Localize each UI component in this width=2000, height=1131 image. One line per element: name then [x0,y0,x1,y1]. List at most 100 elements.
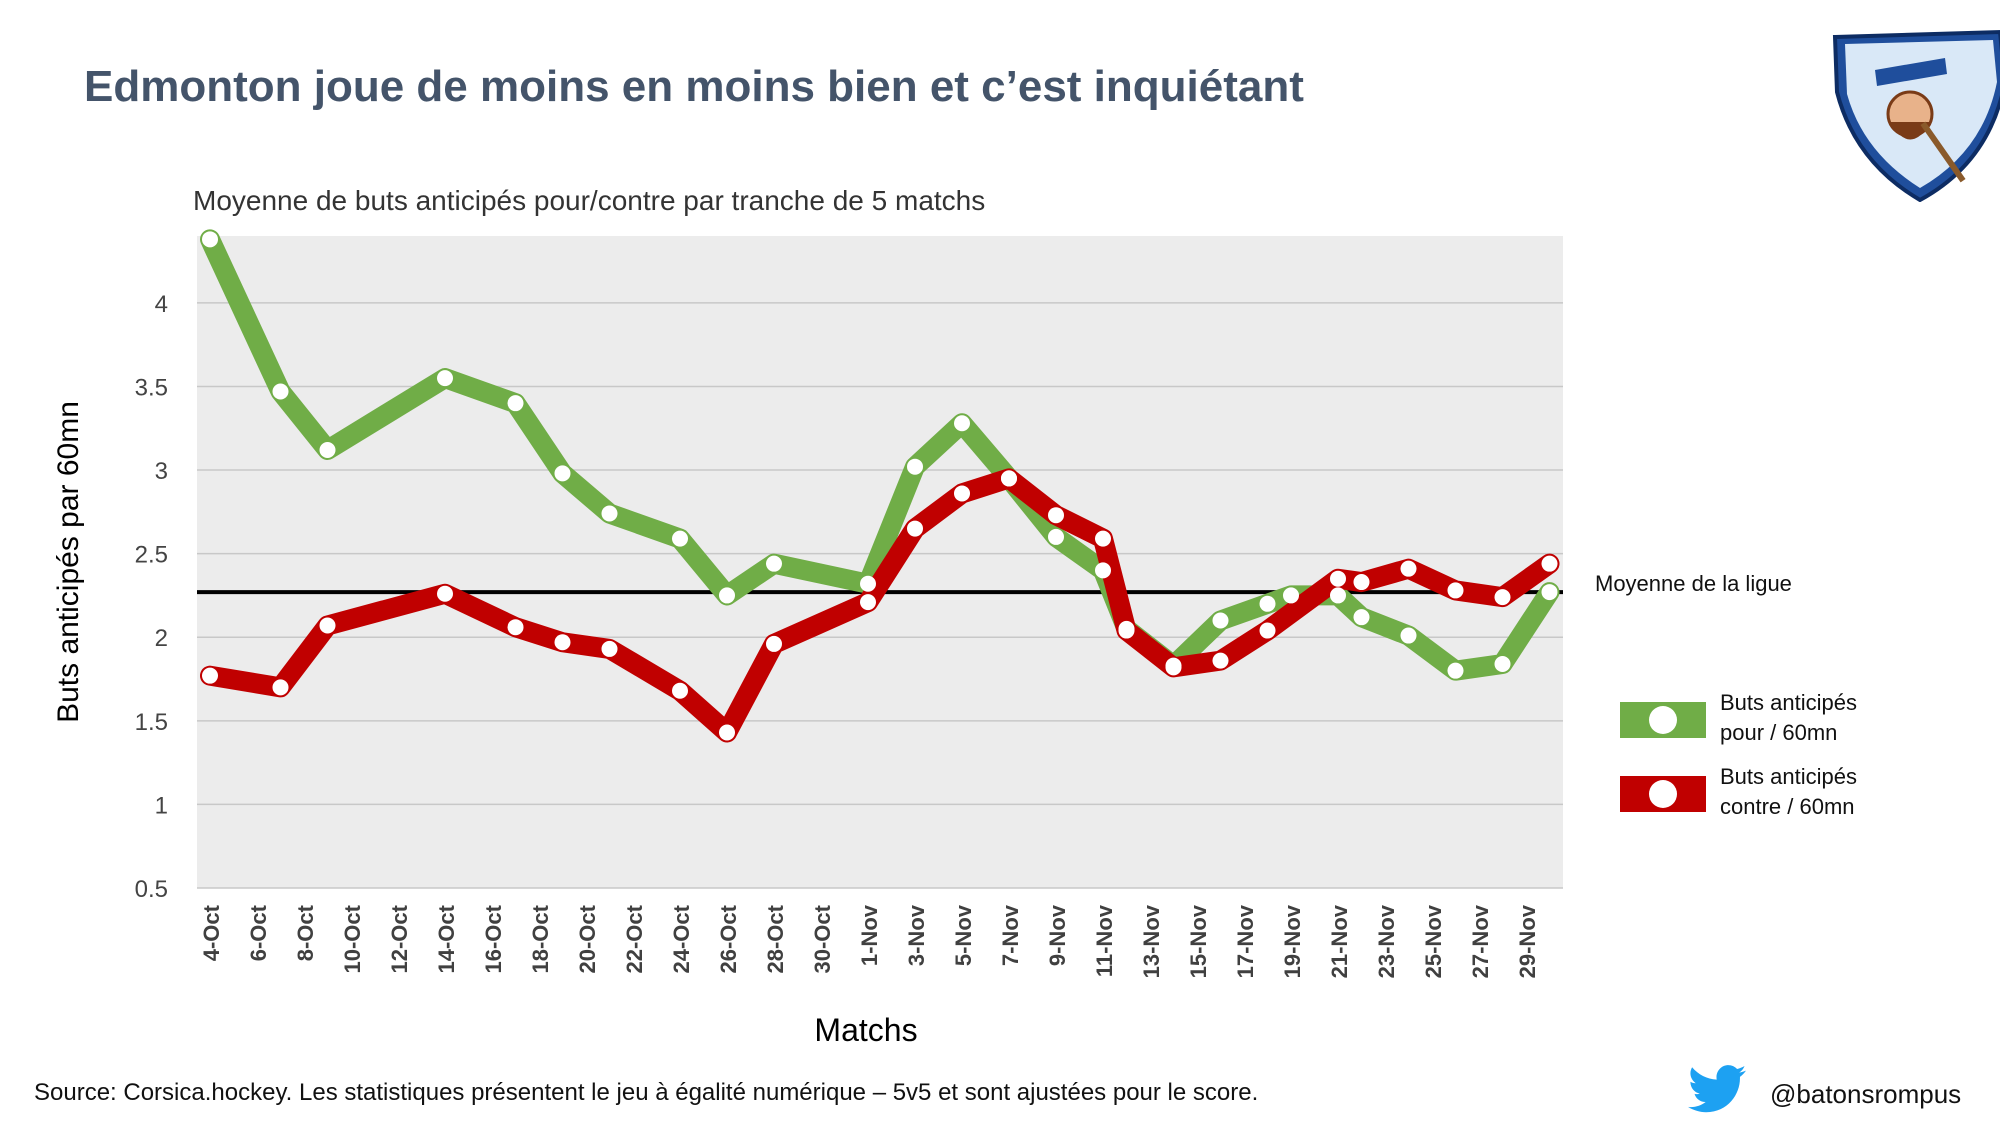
x-tick-label: 7-Nov [998,904,1023,966]
x-tick-label: 12-Oct [387,904,412,973]
data-point [1095,530,1111,547]
data-point [766,635,782,652]
hockeyarchives-logo [1832,29,2000,202]
data-point [954,485,970,502]
data-point [1494,589,1511,606]
data-point [672,530,688,547]
data-point [1095,562,1111,579]
twitter-handle: @batonsrompus [1770,1079,1962,1109]
data-point [1330,570,1346,587]
data-point [1165,659,1182,676]
league-average-label: Moyenne de la ligue [1595,571,1792,596]
gridlines [197,302,1563,889]
data-point [1048,528,1064,545]
data-point [1259,622,1276,639]
x-tick-label: 27-Nov [1468,904,1493,978]
x-tick-label: 18-Oct [528,904,553,973]
y-tick-label: 1.5 [135,709,168,736]
legend-label: Buts anticipés [1720,690,1857,715]
series-lines [200,229,1560,743]
twitter-bird-icon [1688,1065,1746,1113]
x-tick-label: 25-Nov [1421,904,1446,978]
y-tick-label: 1 [155,792,168,819]
x-tick-label: 13-Nov [1139,904,1164,978]
x-tick-labels: 4-Oct 6-Oct 8-Oct 10-Oct 12-Oct 14-Oct 16-Oct 1… [199,904,1540,978]
x-tick-label: 29-Nov [1515,904,1540,978]
x-tick-label: 22-Oct [622,904,647,973]
data-point [1330,587,1346,604]
data-point [907,520,923,537]
x-tick-label: 15-Nov [1186,904,1211,978]
x-tick-label: 26-Oct [716,904,741,973]
x-tick-label: 1-Nov [857,904,882,966]
x-tick-label: 4-Oct [199,904,224,961]
legend-label: pour / 60mn [1720,720,1837,745]
data-point [1048,507,1064,524]
y-tick-label: 3.5 [135,374,168,401]
x-tick-label: 6-Oct [246,904,271,961]
data-point [1353,609,1370,626]
y-tick-label: 4 [155,291,168,318]
data-point [907,458,923,475]
legend-label: Buts anticipés [1720,764,1857,789]
data-point [202,231,218,248]
data-point [601,505,618,522]
data-point [719,724,735,741]
data-point [1259,595,1276,612]
data-point [1400,560,1417,577]
x-tick-label: 19-Nov [1280,904,1305,978]
x-axis-label: Matchs [814,1012,917,1048]
data-point [766,555,782,572]
x-tick-label: 28-Oct [763,904,788,973]
data-point [1447,582,1464,599]
x-tick-label: 8-Oct [293,904,318,961]
data-point [319,617,336,634]
data-point [719,587,735,604]
data-point [319,441,336,458]
data-point [437,370,453,387]
data-point [507,619,524,636]
data-point [1494,655,1511,672]
chart-subtitle: Moyenne de buts anticipés pour/contre pa… [193,185,986,216]
data-point [272,383,289,400]
source-note: Source: Corsica.hockey. Les statistiques… [34,1079,1259,1106]
x-tick-label: 30-Oct [810,904,835,973]
data-point [1353,574,1370,591]
y-tick-label: 2.5 [135,542,168,569]
x-tick-label: 9-Nov [1045,904,1070,966]
y-tick-label: 0.5 [135,876,168,903]
legend-marker [1649,706,1677,734]
x-tick-label: 14-Oct [434,904,459,973]
data-point [860,575,876,592]
x-tick-label: 11-Nov [1092,904,1117,977]
data-point [672,682,688,699]
data-point [437,585,453,602]
legend: Buts anticipés pour / 60mn Buts anticipés c… [1620,690,1857,819]
data-point [1212,612,1229,629]
x-tick-label: 24-Oct [669,904,694,973]
legend-marker [1649,780,1677,808]
data-point [1283,587,1299,604]
x-tick-label: 20-Oct [575,904,600,973]
data-point [954,415,970,432]
data-point [1541,584,1558,601]
x-tick-label: 3-Nov [904,904,929,966]
data-point [1212,652,1229,669]
y-tick-labels: 0.5 1 1.5 2 2.5 3 3.5 4 [135,291,168,903]
y-axis-label: Buts anticipés par 60mn [52,401,85,723]
chart-title: Edmonton joue de moins en moins bien et … [84,62,1304,111]
x-tick-label: 5-Nov [951,904,976,966]
y-tick-label: 2 [155,625,168,652]
data-point [1541,555,1558,572]
data-point [1118,622,1135,639]
x-tick-label: 16-Oct [481,904,506,973]
x-tick-label: 21-Nov [1327,904,1352,978]
x-tick-label: 23-Nov [1374,904,1399,978]
data-point [860,594,876,611]
x-tick-label: 17-Nov [1233,904,1258,978]
data-point [507,395,524,412]
legend-label: contre / 60mn [1720,794,1855,819]
data-point [1447,662,1464,679]
x-tick-label: 10-Oct [340,904,365,973]
